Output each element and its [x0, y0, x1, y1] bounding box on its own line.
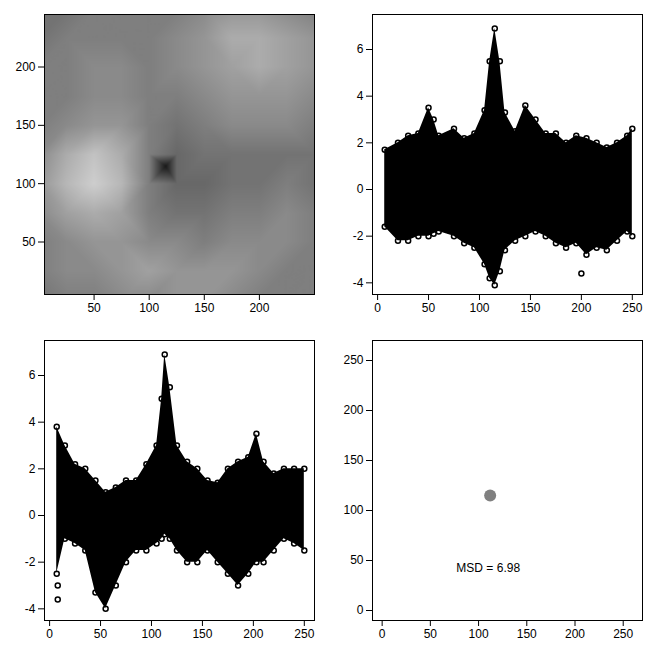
- svg-text:50: 50: [350, 553, 364, 567]
- svg-text:100: 100: [139, 301, 159, 315]
- svg-text:250: 250: [613, 627, 633, 641]
- svg-text:50: 50: [422, 301, 436, 315]
- svg-text:150: 150: [192, 627, 212, 641]
- svg-text:0: 0: [29, 508, 36, 522]
- svg-text:100: 100: [15, 177, 35, 191]
- svg-text:100: 100: [469, 301, 489, 315]
- svg-text:50: 50: [87, 301, 101, 315]
- svg-text:200: 200: [565, 627, 585, 641]
- svg-text:200: 200: [343, 403, 363, 417]
- svg-text:-2: -2: [25, 555, 36, 569]
- svg-text:150: 150: [194, 301, 214, 315]
- svg-text:200: 200: [249, 301, 269, 315]
- svg-text:50: 50: [94, 627, 108, 641]
- svg-text:150: 150: [517, 627, 537, 641]
- svg-text:6: 6: [357, 42, 364, 56]
- svg-text:0: 0: [374, 301, 381, 315]
- svg-text:200: 200: [243, 627, 263, 641]
- svg-text:-2: -2: [353, 229, 364, 243]
- svg-text:-4: -4: [25, 602, 36, 616]
- svg-text:-4: -4: [353, 276, 364, 290]
- svg-text:0: 0: [357, 182, 364, 196]
- svg-text:4: 4: [357, 89, 364, 103]
- svg-text:150: 150: [520, 301, 540, 315]
- svg-text:0: 0: [379, 627, 386, 641]
- svg-text:50: 50: [22, 235, 36, 249]
- svg-text:2: 2: [29, 462, 36, 476]
- svg-text:0: 0: [46, 627, 53, 641]
- svg-text:200: 200: [15, 60, 35, 74]
- svg-text:250: 250: [622, 301, 642, 315]
- svg-text:100: 100: [343, 503, 363, 517]
- svg-text:150: 150: [343, 453, 363, 467]
- svg-text:50: 50: [424, 627, 438, 641]
- svg-text:250: 250: [294, 627, 314, 641]
- svg-text:200: 200: [571, 301, 591, 315]
- svg-text:0: 0: [357, 603, 364, 617]
- svg-text:100: 100: [141, 627, 161, 641]
- svg-text:250: 250: [343, 353, 363, 367]
- svg-text:6: 6: [29, 368, 36, 382]
- svg-text:4: 4: [29, 415, 36, 429]
- svg-text:MSD = 6.98: MSD = 6.98: [456, 561, 520, 575]
- svg-text:2: 2: [357, 136, 364, 150]
- svg-text:150: 150: [15, 118, 35, 132]
- svg-text:100: 100: [469, 627, 489, 641]
